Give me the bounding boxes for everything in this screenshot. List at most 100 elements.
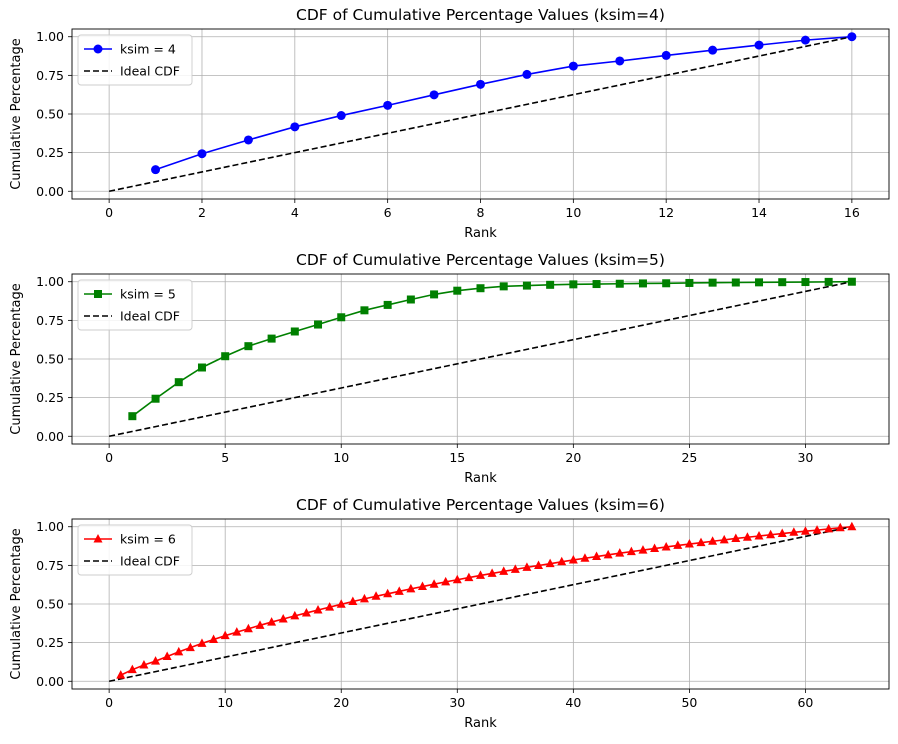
series-line-ksim-6 [120, 525, 852, 676]
data-point [545, 558, 555, 568]
data-point [742, 532, 752, 541]
data-point [267, 334, 276, 343]
data-point [185, 642, 195, 652]
data-point [417, 581, 427, 591]
legend: ksim = 5 Ideal CDF [77, 279, 193, 331]
legend: ksim = 4 Ideal CDF [77, 34, 193, 86]
x-tick-label: 50 [681, 695, 697, 710]
series-line-ideal-cdf [108, 280, 853, 438]
data-point [151, 165, 161, 175]
data-point [638, 279, 647, 288]
data-point [778, 278, 787, 287]
data-point [406, 295, 415, 304]
x-tick-label: 0 [105, 695, 113, 710]
data-point [452, 574, 462, 584]
data-point [522, 281, 531, 290]
data-point [708, 45, 718, 55]
y-axis-label: Cumulative Percentage [9, 283, 24, 434]
data-point [476, 284, 485, 293]
x-axis-label: Rank [464, 716, 497, 731]
x-tick-label: 5 [221, 450, 229, 465]
x-tick-label: 0 [105, 205, 113, 220]
x-tick-label: 30 [797, 450, 813, 465]
data-point [603, 549, 613, 559]
data-point [476, 570, 485, 579]
axes-frame [71, 28, 890, 200]
data-point [430, 290, 439, 299]
chart-title: CDF of Cumulative Percentage Values (ksi… [296, 496, 665, 514]
y-tick-label: 0.50 [36, 107, 64, 122]
x-tick-label: 20 [565, 450, 581, 465]
data-point [243, 135, 253, 145]
data-point [314, 320, 323, 329]
data-point [615, 279, 624, 288]
x-tick-label: 4 [291, 205, 299, 220]
data-point [209, 634, 219, 644]
data-point [487, 568, 497, 577]
data-point [638, 545, 648, 554]
data-point [325, 602, 335, 611]
data-point [592, 280, 601, 289]
data-point [476, 79, 485, 89]
legend-label: ksim = 6 [120, 532, 176, 547]
y-tick-label: 0.75 [36, 558, 64, 573]
data-point [568, 61, 578, 71]
data-point [429, 90, 439, 100]
series-line-ksim-5 [131, 280, 852, 417]
y-axis-label: Cumulative Percentage [9, 38, 24, 189]
data-point [221, 352, 230, 361]
chart-title: CDF of Cumulative Percentage Values (ksi… [296, 6, 665, 24]
legend: ksim = 6 Ideal CDF [77, 524, 193, 576]
y-tick-label: 1.00 [36, 274, 64, 289]
data-point [755, 278, 764, 287]
legend-marker [93, 534, 103, 543]
x-tick-label: 15 [449, 450, 465, 465]
data-point [580, 553, 590, 562]
series-line-ideal-cdf [108, 35, 853, 193]
data-point [754, 531, 764, 540]
data-point [766, 529, 776, 539]
data-point [453, 286, 462, 295]
x-tick-label: 25 [681, 450, 697, 465]
data-point [336, 599, 346, 608]
x-tick-label: 0 [105, 450, 113, 465]
plot-area [108, 35, 853, 193]
legend-marker [93, 44, 103, 54]
data-point [824, 277, 833, 286]
data-point [615, 56, 625, 66]
y-tick-label: 0.50 [36, 597, 64, 612]
data-point [835, 522, 845, 532]
y-tick-label: 0.50 [36, 352, 64, 367]
data-point [661, 541, 671, 551]
data-point [371, 591, 381, 600]
data-point [777, 528, 787, 538]
data-point [696, 537, 706, 547]
y-tick-label: 0.00 [36, 674, 64, 689]
x-tick-label: 12 [658, 205, 674, 220]
data-point [151, 394, 160, 403]
data-point [394, 586, 404, 595]
x-tick-label: 60 [797, 695, 813, 710]
data-point [847, 32, 857, 42]
data-point [255, 620, 265, 629]
data-point [151, 656, 161, 665]
data-point [824, 523, 834, 533]
data-point [731, 278, 740, 287]
y-tick-label: 0.00 [36, 184, 64, 199]
data-point [522, 69, 532, 79]
series-line-ksim-4 [155, 35, 852, 171]
data-point [220, 630, 230, 640]
data-point [685, 278, 694, 287]
data-point [510, 564, 520, 573]
legend-marker [94, 290, 102, 298]
data-point [383, 300, 392, 309]
data-point [243, 623, 253, 633]
data-point [174, 378, 183, 387]
y-tick-label: 0.75 [36, 68, 64, 83]
data-point [278, 613, 288, 623]
data-point [522, 562, 532, 571]
axes-frame [71, 273, 890, 445]
data-point [441, 576, 451, 586]
data-point [615, 548, 625, 557]
data-point [290, 327, 299, 336]
